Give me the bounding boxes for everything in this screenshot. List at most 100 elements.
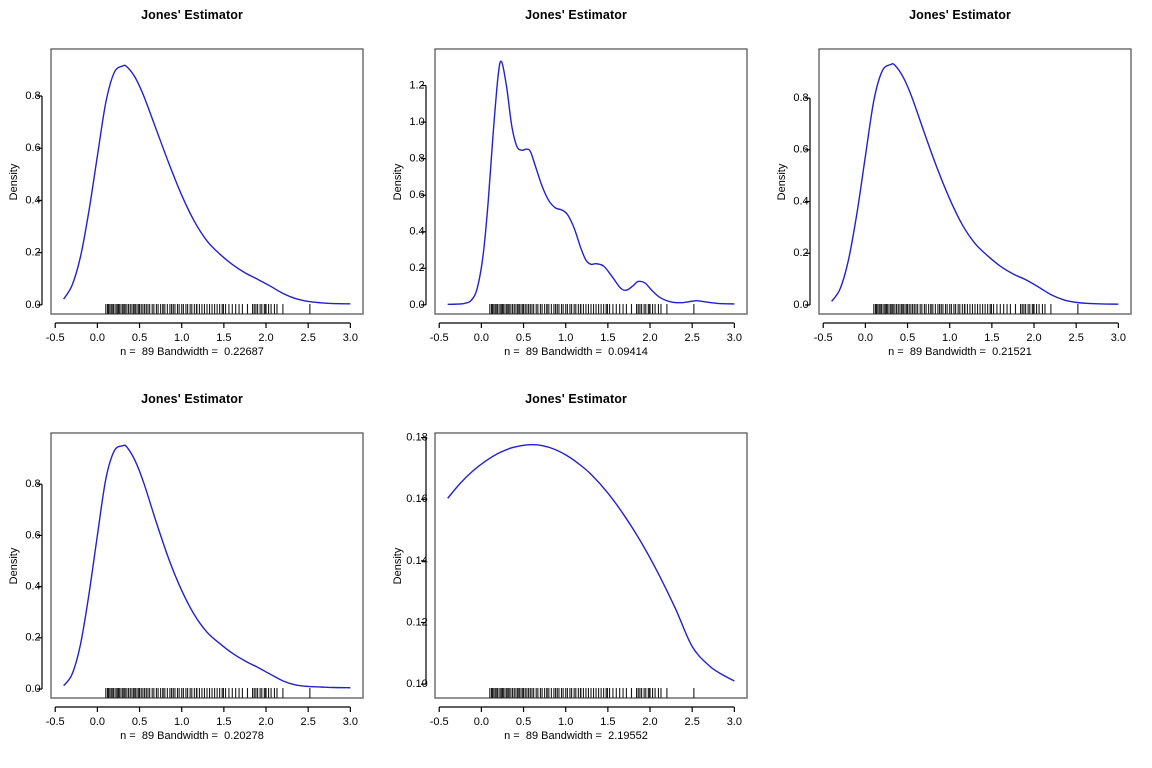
- x-tick-label: -0.5: [46, 716, 65, 728]
- plot-area: -0.5 0.0 0.5 1.0 1.5 2.0 2.5 3.0 0.10 0.12 0.14 0.1…: [406, 432, 748, 728]
- y-tick-label: 0.8: [409, 153, 424, 165]
- x-tick-label: 2.5: [1069, 332, 1084, 344]
- x-tick-label: 3.0: [1111, 332, 1126, 344]
- x-tick-label: 1.5: [600, 332, 615, 344]
- density-plot-panel-5: Jones' Estimator n = 89 Bandwidth = 2.195…: [384, 384, 768, 768]
- x-tick-label: 2.5: [301, 716, 316, 728]
- x-tick-label: 1.5: [216, 332, 231, 344]
- x-tick-label: 2.0: [642, 332, 657, 344]
- x-tick-label: 2.5: [685, 332, 700, 344]
- x-tick-label: 0.5: [900, 332, 915, 344]
- x-tick-label: 3.0: [727, 716, 742, 728]
- x-tick-label: 1.0: [174, 332, 189, 344]
- x-tick-label: 1.0: [558, 332, 573, 344]
- x-tick-label: 0.5: [132, 332, 147, 344]
- y-tick-label: 0.10: [406, 678, 427, 690]
- y-tick-label: 0.2: [25, 247, 40, 259]
- panel-title: Jones' Estimator: [141, 8, 243, 22]
- density-plot-panel-4: Jones' Estimator n = 89 Bandwidth = 0.202…: [0, 384, 384, 768]
- x-tick-label: 2.5: [301, 332, 316, 344]
- y-tick-label: 0.0: [793, 299, 808, 311]
- x-tick-label: 2.0: [1026, 332, 1041, 344]
- y-tick-label: 0.0: [409, 299, 424, 311]
- x-tick-label: 1.0: [942, 332, 957, 344]
- y-tick-label: 0.6: [409, 189, 424, 201]
- density-curve: [831, 63, 1119, 305]
- x-tick-label: 2.0: [258, 332, 273, 344]
- panel-title: Jones' Estimator: [909, 8, 1011, 22]
- x-tick-label: 1.5: [216, 716, 231, 728]
- x-tick-label: -0.5: [814, 332, 833, 344]
- y-tick-label: 0.0: [25, 299, 40, 311]
- plot-area: -0.5 0.0 0.5 1.0 1.5 2.0 2.5 3.0 0.0 0.2 0.4 0.6 0.8: [25, 432, 364, 728]
- x-tick-label: 0.0: [858, 332, 873, 344]
- y-tick-label: 1.0: [409, 116, 424, 128]
- y-tick-label: 0.8: [25, 90, 40, 102]
- x-tick-label: 1.0: [174, 716, 189, 728]
- x-tick-label: 2.0: [258, 716, 273, 728]
- y-tick-label: 0.6: [793, 144, 808, 156]
- y-tick-label: 0.18: [406, 432, 427, 444]
- rug-marks: [489, 304, 695, 314]
- y-tick-label: 0.2: [25, 632, 40, 644]
- density-plot-panel-3: Jones' Estimator n = 89 Bandwidth = 0.215…: [768, 0, 1152, 384]
- y-tick-label: 0.2: [409, 262, 424, 274]
- x-tick-label: 2.5: [685, 716, 700, 728]
- y-tick-label: 0.14: [406, 555, 427, 567]
- plot-box-frame: [434, 432, 748, 699]
- plot-box-frame: [50, 432, 364, 699]
- x-tick-label: 1.5: [600, 716, 615, 728]
- x-tick-label: 3.0: [343, 716, 358, 728]
- density-plot-panel-2: Jones' Estimator n = 89 Bandwidth = 0.094…: [384, 0, 768, 384]
- rug-marks: [873, 304, 1079, 314]
- x-tick-label: 3.0: [343, 332, 358, 344]
- y-tick-label: 0.12: [406, 616, 427, 628]
- plot-area: -0.5 0.0 0.5 1.0 1.5 2.0 2.5 3.0 0.0 0.2 0.4 0.6 0.8…: [409, 48, 748, 344]
- y-tick-label: 0.6: [25, 529, 40, 541]
- density-curve: [63, 64, 351, 305]
- panel-title: Jones' Estimator: [525, 8, 627, 22]
- y-tick-label: 0.6: [25, 142, 40, 154]
- x-tick-label: 1.0: [558, 716, 573, 728]
- y-tick-label: 0.16: [406, 493, 427, 505]
- y-tick-label: 0.8: [793, 92, 808, 104]
- y-tick-label: 0.4: [25, 581, 40, 593]
- x-tick-label: -0.5: [430, 332, 449, 344]
- y-tick-label: 0.4: [25, 194, 40, 206]
- plot-box-frame: [818, 48, 1132, 315]
- density-curve: [447, 60, 735, 306]
- density-plot-panel-1: Jones' Estimator n = 89 Bandwidth = 0.226…: [0, 0, 384, 384]
- x-tick-label: 0.0: [90, 332, 105, 344]
- x-tick-label: 3.0: [727, 332, 742, 344]
- plot-box-frame: [434, 48, 748, 315]
- rug-marks: [489, 688, 695, 698]
- x-tick-label: 0.0: [90, 716, 105, 728]
- x-tick-label: 0.5: [516, 332, 531, 344]
- rug-marks: [105, 688, 311, 698]
- y-tick-label: 0.4: [409, 226, 424, 238]
- y-tick-label: 0.2: [793, 247, 808, 259]
- x-tick-label: -0.5: [430, 716, 449, 728]
- plot-area: -0.5 0.0 0.5 1.0 1.5 2.0 2.5 3.0 0.0 0.2 0.4 0.6 0.8: [25, 48, 364, 344]
- x-tick-label: -0.5: [46, 332, 65, 344]
- x-tick-label: 0.5: [516, 716, 531, 728]
- plot-area: -0.5 0.0 0.5 1.0 1.5 2.0 2.5 3.0 0.0 0.2 0.4 0.6 0.8: [793, 48, 1132, 344]
- panel-title: Jones' Estimator: [141, 392, 243, 406]
- panel-subtitle-bandwidth: n = 89 Bandwidth = 2.19552: [504, 730, 648, 742]
- y-tick-label: 0.8: [25, 478, 40, 490]
- x-tick-label: 1.5: [984, 332, 999, 344]
- panel-subtitle-bandwidth: n = 89 Bandwidth = 0.20278: [120, 730, 264, 742]
- panel-subtitle-bandwidth: n = 89 Bandwidth = 0.21521: [888, 346, 1032, 358]
- x-tick-label: 0.5: [132, 716, 147, 728]
- x-tick-label: 2.0: [642, 716, 657, 728]
- y-tick-label: 1.2: [409, 79, 424, 91]
- density-curve: [63, 444, 351, 689]
- y-tick-label: 0.4: [793, 195, 808, 207]
- panel-subtitle-bandwidth: n = 89 Bandwidth = 0.09414: [504, 346, 648, 358]
- plot-box-frame: [50, 48, 364, 315]
- panel-subtitle-bandwidth: n = 89 Bandwidth = 0.22687: [120, 346, 264, 358]
- panel-title: Jones' Estimator: [525, 392, 627, 406]
- y-tick-label: 0.0: [25, 683, 40, 695]
- x-tick-label: 0.0: [474, 716, 489, 728]
